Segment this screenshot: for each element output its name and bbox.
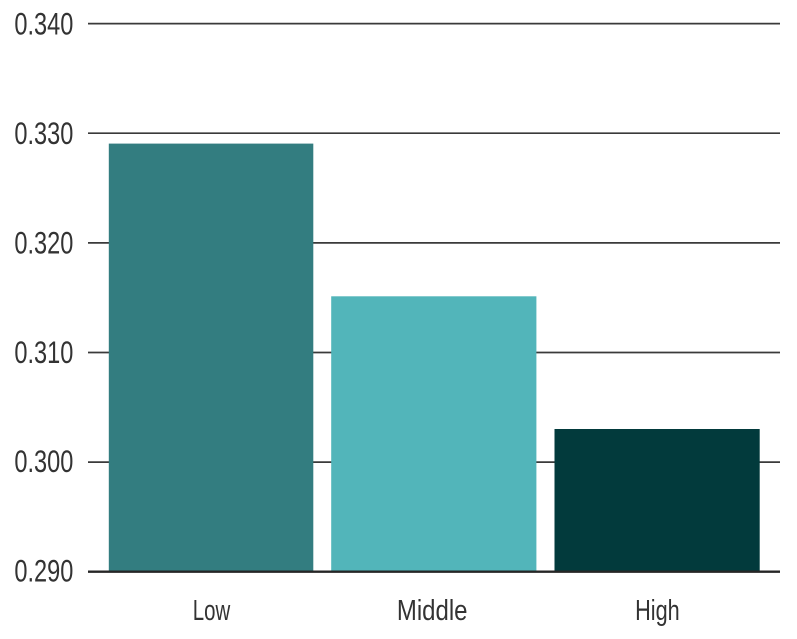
svg-text:0.330: 0.330: [14, 116, 73, 151]
svg-text:0.320: 0.320: [14, 225, 73, 260]
svg-text:0.300: 0.300: [14, 444, 73, 479]
svg-text:Middle: Middle: [397, 595, 468, 627]
svg-text:0.340: 0.340: [14, 7, 73, 42]
svg-text:High: High: [635, 595, 680, 627]
svg-text:0.310: 0.310: [14, 335, 73, 370]
svg-text:Low: Low: [193, 595, 231, 627]
svg-text:0.290: 0.290: [14, 554, 73, 589]
